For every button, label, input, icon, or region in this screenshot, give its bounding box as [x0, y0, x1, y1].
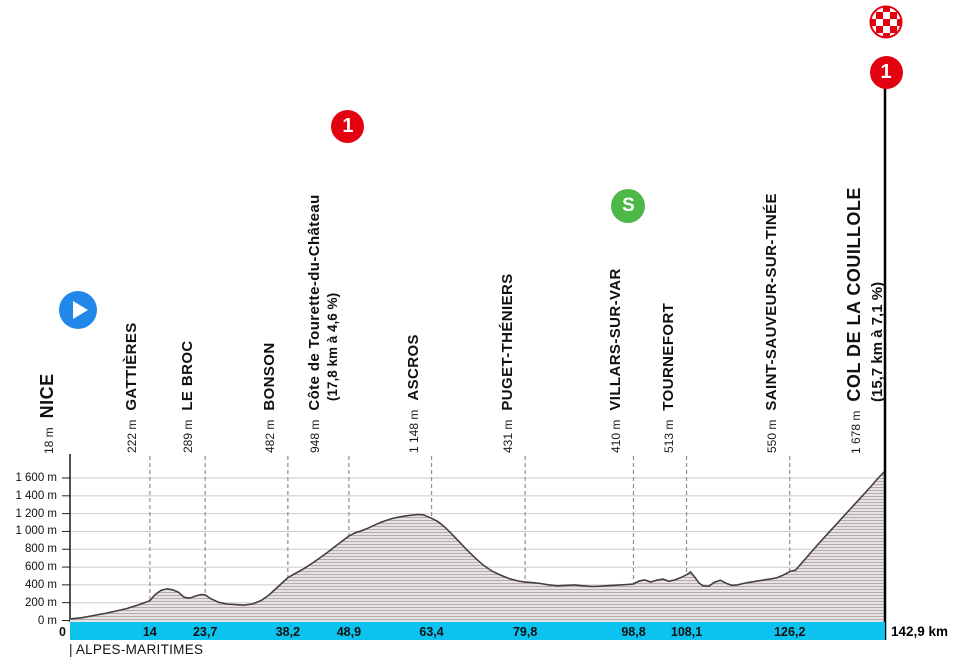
total-distance-label: 142,9 km [891, 624, 949, 639]
waypoint-elevation: 289 m [180, 419, 195, 453]
category-1-icon: 1 [331, 109, 365, 143]
waypoint-label: 948 m Côte de Tourette-du-Château (17,8 km… [306, 194, 341, 453]
y-axis-tick-label: 1 600 m [15, 472, 57, 484]
km-tick-label: 98,8 [621, 625, 646, 639]
sprint-icon-label: S [622, 195, 635, 216]
waypoint-name: COL DE LA COUILLOLE [844, 187, 864, 402]
waypoint-name: NICE [36, 373, 57, 419]
waypoint-name: Côte de Tourette-du-Château [305, 194, 323, 411]
waypoint-elevation: 18 m [41, 427, 56, 454]
y-axis-tick-label: 1 000 m [15, 525, 57, 538]
waypoint-name: TOURNEFORT [660, 302, 678, 411]
waypoint-label: 1 678 m COL DE LA COUILLOLE (15,7 km à 7,1… [844, 187, 888, 454]
waypoint-label-line: 431 m PUGET-THÉNIERS [499, 273, 517, 453]
y-axis-tick-label: 800 m [25, 543, 57, 556]
y-axis-tick-label: 400 m [25, 578, 57, 591]
department-name: ALPES-MARITIMES [75, 642, 204, 657]
km-tick-label: 14 [142, 625, 157, 639]
waypoint-label: 550 m SAINT-SAUVEUR-SUR-TINÉE [763, 193, 781, 453]
waypoint-label: 18 m NICE [37, 373, 60, 454]
waypoint-elevation: 410 m [608, 419, 623, 453]
waypoint-label: 513 m TOURNEFORT [660, 303, 678, 453]
play-triangle-icon [73, 301, 88, 319]
waypoint-name: SAINT-SAUVEUR-SUR-TINÉE [763, 193, 781, 411]
waypoint-label-line: (17,8 km à 4,6 %) [324, 194, 341, 401]
waypoint-label-line: 513 m TOURNEFORT [660, 303, 678, 453]
category-1-icon-label: 1 [880, 60, 892, 83]
department-boundary-tick: | [69, 642, 73, 657]
elevation-profile-outline [69, 470, 886, 620]
km-tick-label: 48,9 [336, 625, 362, 639]
waypoint-label: 289 m LE BROC [179, 340, 197, 453]
checkered-flag-icon [869, 5, 903, 39]
waypoint-elevation: 513 m [662, 419, 677, 453]
km-tick-label: 38,2 [275, 625, 301, 639]
elevation-profile-area [70, 471, 885, 622]
km-tick-label: 108,1 [670, 625, 703, 639]
waypoint-name: PUGET-THÉNIERS [498, 273, 516, 411]
waypoint-climb-stats: (17,8 km à 4,6 %) [324, 292, 340, 401]
waypoint-elevation: 431 m [500, 419, 515, 453]
km-tick-label: 63,4 [419, 625, 444, 639]
waypoint-name: ASCROS [405, 334, 423, 401]
waypoint-label: 1 148 m ASCROS [405, 334, 423, 453]
waypoint-name: VILLARS-SUR-VAR [606, 268, 624, 411]
waypoint-label: 431 m PUGET-THÉNIERS [499, 273, 517, 453]
waypoint-label-line: 222 m GATTIÈRES [123, 322, 141, 453]
waypoint-label-line: 948 m Côte de Tourette-du-Château [306, 194, 324, 453]
waypoint-label: 482 m BONSON [261, 342, 279, 453]
department-label: | ALPES-MARITIMES [69, 642, 203, 657]
waypoint-label: 410 m VILLARS-SUR-VAR [607, 268, 625, 453]
waypoint-elevation: 948 m [307, 419, 322, 453]
distance-bar [70, 622, 885, 640]
waypoint-label-line: 550 m SAINT-SAUVEUR-SUR-TINÉE [763, 193, 781, 453]
category-1-icon: 1 [869, 55, 903, 89]
y-axis-tick-label: 0 m [37, 614, 57, 627]
waypoint-name: BONSON [261, 342, 279, 411]
waypoint-label-line: 18 m NICE [37, 373, 60, 454]
waypoint-label-line: 289 m LE BROC [179, 340, 197, 453]
waypoint-elevation: 1 678 m [849, 410, 863, 454]
sprint-icon: S [611, 189, 646, 223]
y-axis-tick-label: 600 m [25, 561, 57, 574]
waypoint-label-line: (15,7 km à 7,1 %) [867, 187, 888, 402]
y-axis-tick-label: 1 400 m [15, 489, 57, 502]
waypoint-label-line: 1 148 m ASCROS [405, 334, 423, 453]
km-tick-label: 0 [59, 625, 66, 639]
waypoint-elevation: 222 m [125, 419, 140, 453]
km-tick-label: 79,8 [512, 625, 538, 639]
waypoint-climb-stats: (15,7 km à 7,1 %) [869, 281, 886, 402]
waypoint-label-line: 1 678 m COL DE LA COUILLOLE [844, 187, 867, 454]
waypoint-label-line: 482 m BONSON [261, 342, 279, 453]
km-tick-label: 23,7 [192, 625, 218, 639]
waypoint-label-line: 410 m VILLARS-SUR-VAR [607, 268, 625, 453]
waypoint-elevation: 1 148 m [407, 409, 422, 453]
y-axis-tick-label: 1 200 m [15, 507, 57, 520]
waypoint-name: GATTIÈRES [123, 322, 141, 411]
waypoint-label: 222 m GATTIÈRES [123, 322, 141, 453]
y-axis-tick-label: 200 m [25, 596, 57, 609]
category-1-icon-label: 1 [342, 114, 354, 137]
km-tick-label: 126,2 [774, 625, 806, 639]
start-icon [59, 291, 97, 329]
waypoint-name: LE BROC [178, 340, 196, 411]
finish-icon [869, 5, 903, 39]
waypoint-elevation: 550 m [765, 419, 780, 453]
waypoint-elevation: 482 m [263, 419, 278, 453]
